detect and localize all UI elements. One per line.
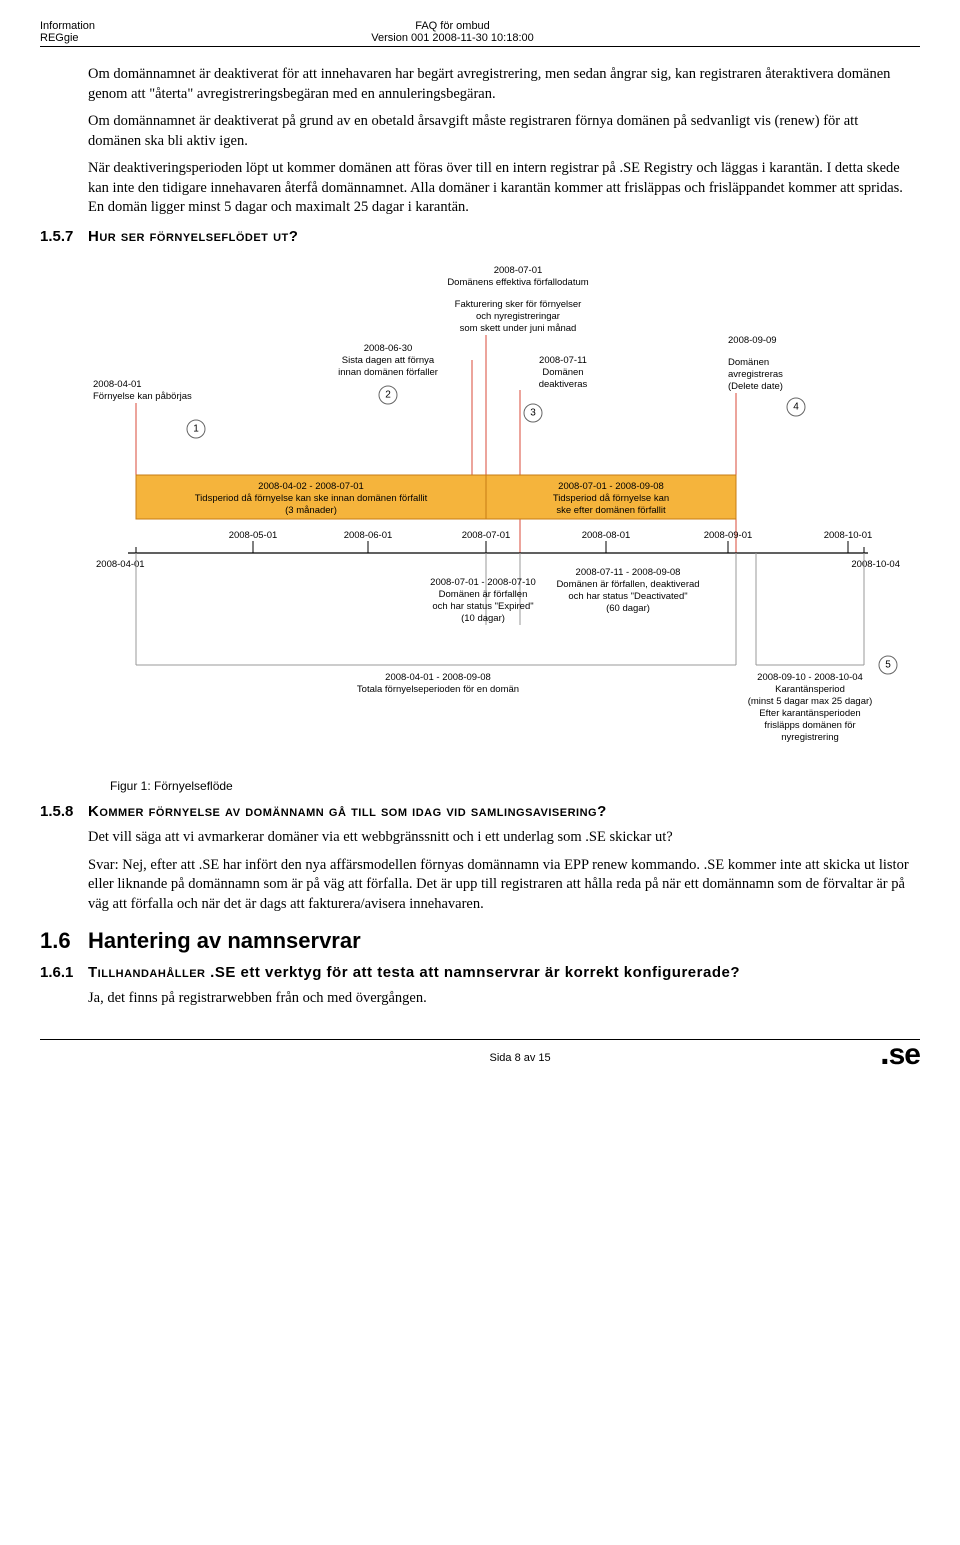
heading-1-6: 1.6Hantering av namnservrar	[40, 928, 920, 954]
heading-num: 1.6.1	[40, 964, 88, 981]
kar-l6: nyregistrering	[781, 732, 839, 743]
ann3-l2b: och nyregistreringar	[476, 311, 560, 322]
se-logo: .se	[880, 1046, 920, 1064]
s158-p2: Svar: Nej, efter att .SE har infört den …	[88, 856, 912, 915]
ann1-date: 2008-04-01	[93, 379, 142, 390]
heading-1-6-1: 1.6.1Tillhandahåller .SE ett verktyg för…	[40, 964, 920, 981]
figure-caption: Figur 1: Förnyelseflöde	[110, 779, 920, 793]
total-l2: Totala förnyelseperioden för en domän	[357, 684, 519, 695]
tick-4: 2008-08-01	[582, 530, 631, 541]
total-l1: 2008-04-01 - 2008-09-08	[385, 672, 491, 683]
heading-title: Kommer förnyelse av domännamn gå till so…	[88, 803, 607, 820]
ann2-date: 2008-06-30	[364, 343, 413, 354]
period1-l2: Tidsperiod då förnyelse kan ske innan do…	[195, 493, 428, 504]
ann2-l2: innan domänen förfaller	[338, 367, 438, 378]
low2-l0: 2008-07-11 - 2008-09-08	[576, 567, 681, 578]
heading-title-b: .SE ett verktyg för att testa att namnse…	[210, 964, 740, 981]
intro-para-1: Om domännamnet är deaktiverat för att in…	[88, 65, 912, 104]
timeline-start-label: 2008-04-01	[96, 559, 145, 570]
period2-l3: ske efter domänen förfallit	[556, 505, 666, 516]
heading-title-a: Tillhandahåller	[88, 964, 205, 981]
period2-l2: Tidsperiod då förnyelse kan	[553, 493, 669, 504]
ann1-text: Förnyelse kan påbörjas	[93, 391, 192, 402]
node-2-label: 2	[385, 389, 391, 400]
ann3-l2c: som skett under juni månad	[460, 323, 577, 334]
low2-l2: och har status "Deactivated"	[568, 591, 687, 602]
s161-p: Ja, det finns på registrarwebben från oc…	[88, 989, 912, 1009]
renewal-flow-diagram: 2008-07-01 Domänens effektiva förfalloda…	[88, 255, 920, 775]
ann5-l1: Domänen	[728, 357, 769, 368]
page-header: Information REGgie FAQ för ombud Version…	[40, 20, 920, 47]
tick-1: 2008-05-01	[229, 530, 278, 541]
node-4-label: 4	[793, 401, 799, 412]
s158-p1: Det vill säga att vi avmarkerar domäner …	[88, 828, 912, 848]
tick-6: 2008-10-01	[824, 530, 873, 541]
ann4-l2: deaktiveras	[539, 379, 588, 390]
node-1-label: 1	[193, 423, 199, 434]
tick-5: 2008-09-01	[704, 530, 753, 541]
kar-l1: 2008-09-10 - 2008-10-04	[757, 672, 863, 683]
node-5-label: 5	[885, 659, 891, 670]
ann3-date: 2008-07-01	[494, 265, 543, 276]
low1-l1: Domänen är förfallen	[439, 589, 528, 600]
page-footer: Sida 8 av 15 .se	[40, 1039, 920, 1064]
tick-3: 2008-07-01	[462, 530, 511, 541]
node-3-label: 3	[530, 407, 536, 418]
header-left: Information REGgie	[40, 20, 95, 44]
ann3-l1: Domänens effektiva förfallodatum	[447, 277, 588, 288]
kar-l5: frisläpps domänen för	[764, 720, 855, 731]
tick-2: 2008-06-01	[344, 530, 393, 541]
heading-1-5-7: 1.5.7Hur ser förnyelseflödet ut?	[40, 228, 920, 245]
period1-l3: (3 månader)	[285, 505, 337, 516]
intro-para-3: När deaktiveringsperioden löpt ut kommer…	[88, 159, 912, 218]
timeline-end-label: 2008-10-04	[851, 559, 900, 570]
ann3-l2a: Fakturering sker för förnyelser	[455, 299, 582, 310]
heading-num: 1.6	[40, 928, 88, 954]
heading-title: Hur ser förnyelseflödet ut?	[88, 228, 298, 245]
kar-l3: (minst 5 dagar max 25 dagar)	[748, 696, 873, 707]
heading-title: Hantering av namnservrar	[88, 928, 361, 953]
heading-num: 1.5.7	[40, 228, 88, 245]
ann4-date: 2008-07-11	[539, 355, 587, 366]
low1-l3: (10 dagar)	[461, 613, 505, 624]
header-center: FAQ för ombud Version 001 2008-11-30 10:…	[371, 20, 533, 44]
ann2-l1: Sista dagen att förnya	[342, 355, 435, 366]
ann5-l3: (Delete date)	[728, 381, 783, 392]
low1-l2: och har status "Expired"	[432, 601, 533, 612]
kar-l2: Karantänsperiod	[775, 684, 845, 695]
page-number: Sida 8 av 15	[490, 1052, 551, 1064]
header-right-spacer	[810, 20, 920, 44]
ann5-date: 2008-09-09	[728, 335, 777, 346]
timeline-ticks	[136, 541, 864, 559]
ann4-l1: Domänen	[542, 367, 583, 378]
low2-l3: (60 dagar)	[606, 603, 650, 614]
low1-l0: 2008-07-01 - 2008-07-10	[430, 577, 536, 588]
kar-l4: Efter karantänsperioden	[759, 708, 860, 719]
heading-1-5-8: 1.5.8Kommer förnyelse av domännamn gå ti…	[40, 803, 920, 820]
low2-l1: Domänen är förfallen, deaktiverad	[556, 579, 699, 590]
period1-l1: 2008-04-02 - 2008-07-01	[258, 481, 364, 492]
period2-l1: 2008-07-01 - 2008-09-08	[558, 481, 664, 492]
intro-para-2: Om domännamnet är deaktiverat på grund a…	[88, 112, 912, 151]
ann5-l2: avregistreras	[728, 369, 783, 380]
heading-num: 1.5.8	[40, 803, 88, 820]
